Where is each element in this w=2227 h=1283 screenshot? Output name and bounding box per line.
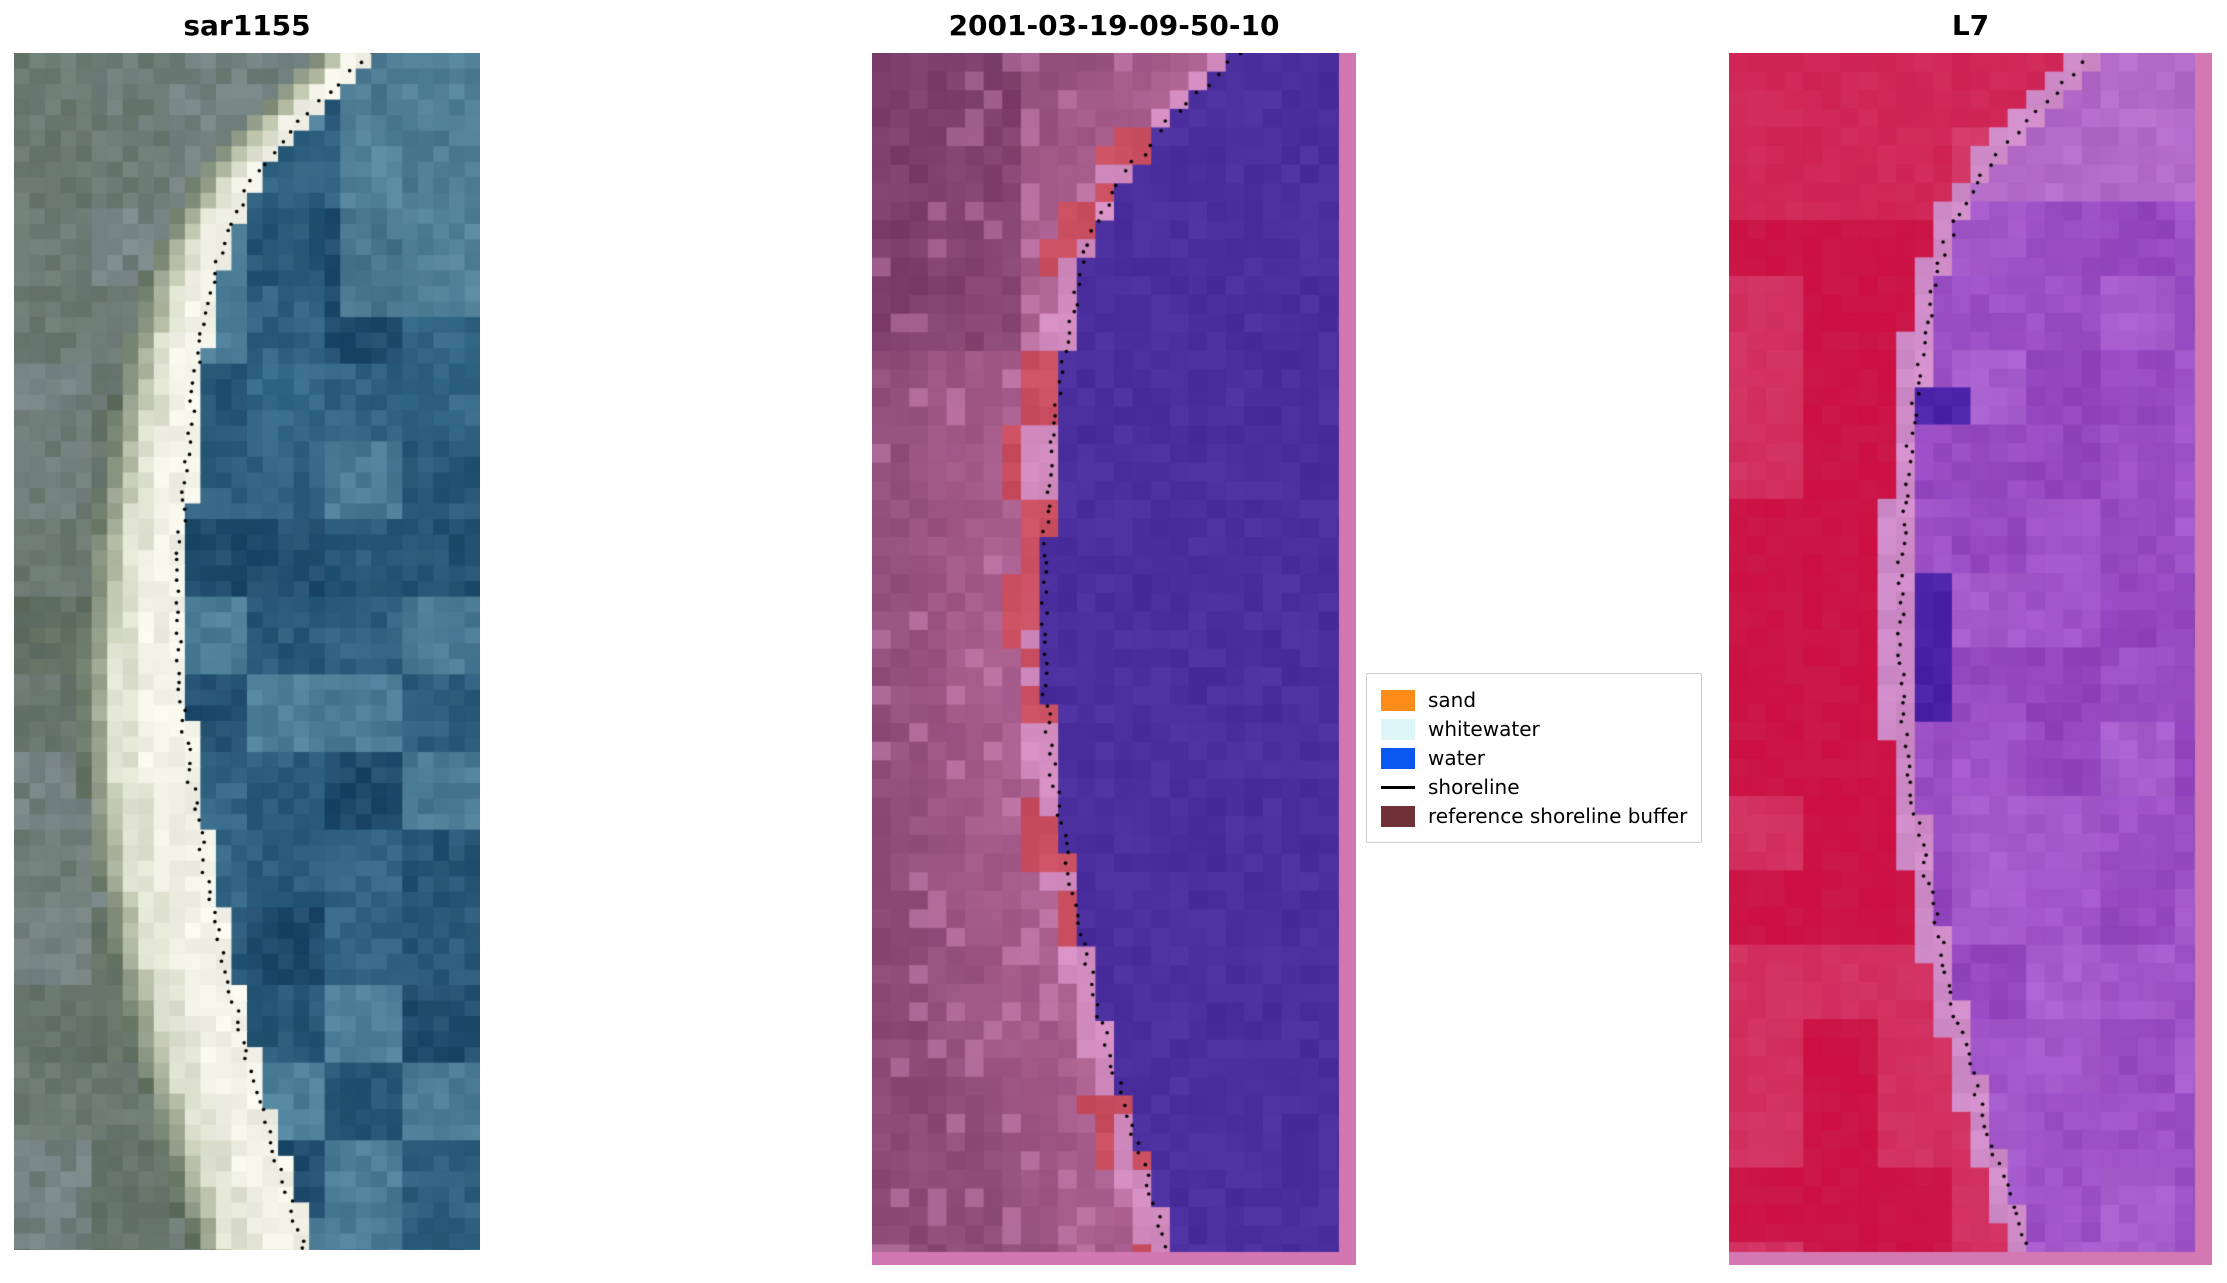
panel-l7: [1729, 53, 2212, 1265]
sar-image: [14, 53, 480, 1250]
legend-item-whitewater: whitewater: [1381, 717, 1687, 741]
legend: sand whitewater water shoreline referenc…: [1366, 673, 1703, 843]
sand-swatch: [1381, 689, 1415, 711]
legend-label-whitewater: whitewater: [1428, 717, 1540, 741]
reference-shoreline-buffer-swatch: [1381, 805, 1415, 827]
whitewater-swatch: [1381, 718, 1415, 740]
shoreline-line-swatch: [1381, 785, 1415, 789]
legend-item-sand: sand: [1381, 688, 1687, 712]
panel-title-date: 2001-03-19-09-50-10: [948, 9, 1280, 42]
legend-item-reference-shoreline-buffer: reference shoreline buffer: [1381, 804, 1687, 828]
water-swatch: [1381, 747, 1415, 769]
panel-title-sar1155: sar1155: [183, 9, 311, 42]
legend-label-sand: sand: [1428, 688, 1477, 712]
legend-item-water: water: [1381, 746, 1687, 770]
legend-label-reference-shoreline-buffer: reference shoreline buffer: [1428, 804, 1688, 828]
legend-label-water: water: [1428, 746, 1485, 770]
l7-image: [1729, 53, 2212, 1265]
panel-classified: [872, 53, 1356, 1265]
classified-image: [872, 53, 1356, 1265]
panel-title-l7: L7: [1951, 9, 1990, 42]
legend-item-shoreline: shoreline: [1381, 775, 1687, 799]
panel-sar1155: [14, 53, 480, 1250]
legend-label-shoreline: shoreline: [1428, 775, 1520, 799]
